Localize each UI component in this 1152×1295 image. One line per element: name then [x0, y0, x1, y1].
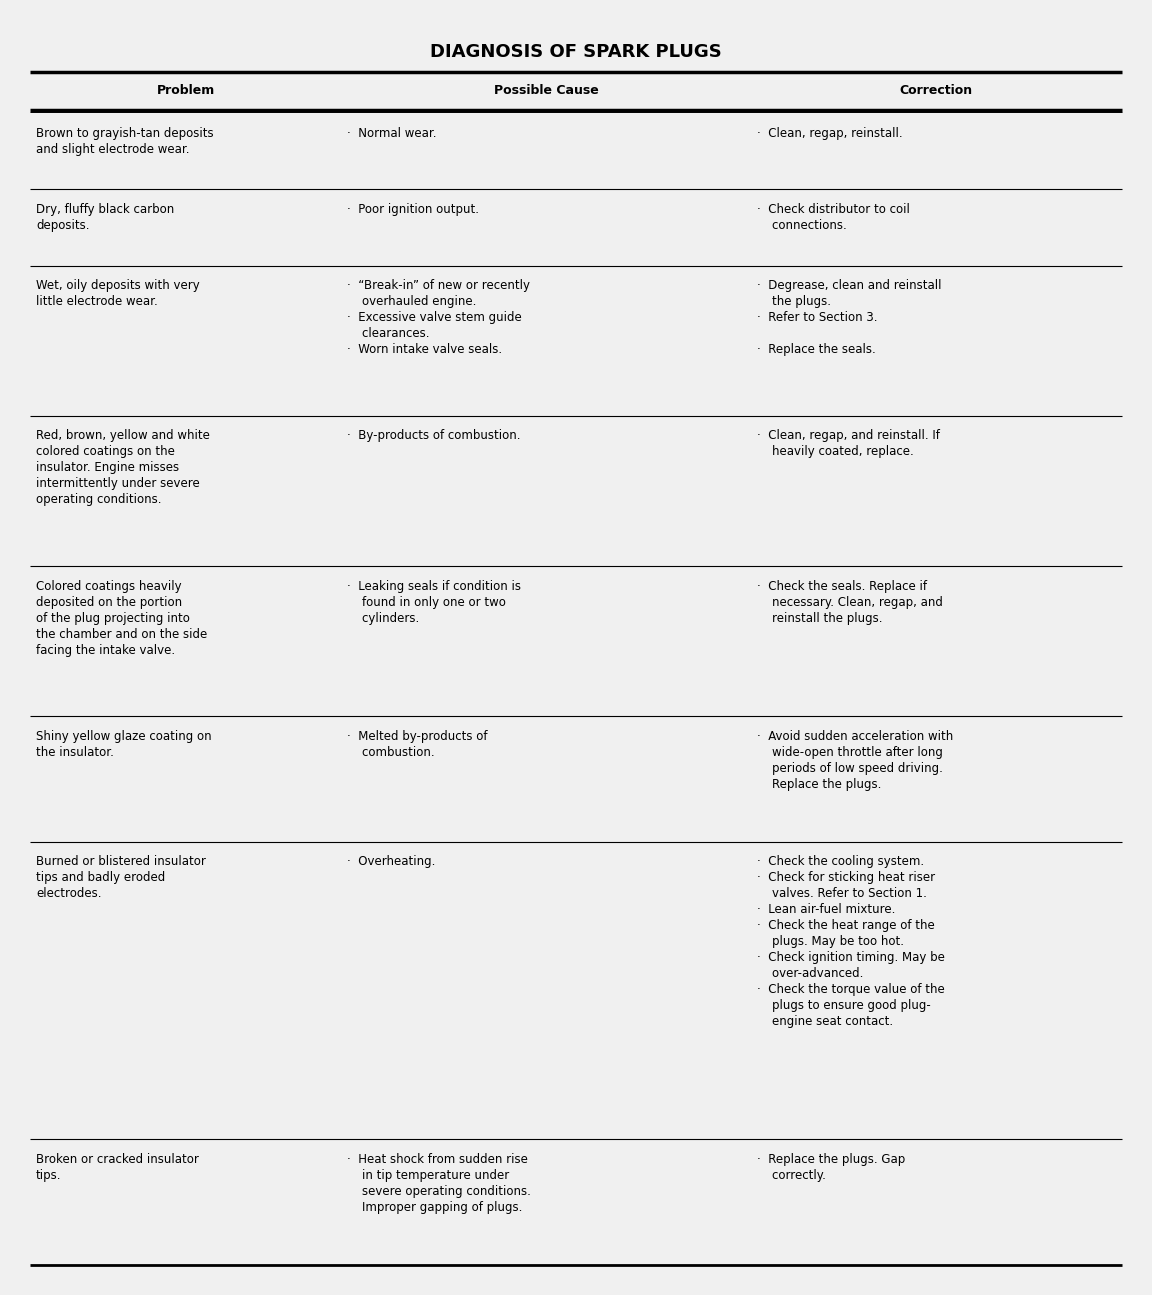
Text: ·  Leaking seals if condition is
    found in only one or two
    cylinders.: · Leaking seals if condition is found in…	[347, 580, 521, 624]
Text: ·  “Break-in” of new or recently
    overhauled engine.
·  Excessive valve stem : · “Break-in” of new or recently overhaul…	[347, 280, 530, 356]
Text: Shiny yellow glaze coating on
the insulator.: Shiny yellow glaze coating on the insula…	[36, 729, 212, 759]
Text: ·  Normal wear.: · Normal wear.	[347, 127, 437, 140]
Text: Dry, fluffy black carbon
deposits.: Dry, fluffy black carbon deposits.	[36, 203, 174, 232]
Text: ·  Replace the plugs. Gap
    correctly.: · Replace the plugs. Gap correctly.	[757, 1153, 905, 1182]
Text: Colored coatings heavily
deposited on the portion
of the plug projecting into
th: Colored coatings heavily deposited on th…	[36, 580, 207, 657]
Text: Broken or cracked insulator
tips.: Broken or cracked insulator tips.	[36, 1153, 199, 1182]
Text: ·  Clean, regap, reinstall.: · Clean, regap, reinstall.	[757, 127, 902, 140]
Text: ·  Heat shock from sudden rise
    in tip temperature under
    severe operating: · Heat shock from sudden rise in tip tem…	[347, 1153, 531, 1213]
Text: ·  Clean, regap, and reinstall. If
    heavily coated, replace.: · Clean, regap, and reinstall. If heavil…	[757, 430, 940, 458]
Text: Red, brown, yellow and white
colored coatings on the
insulator. Engine misses
in: Red, brown, yellow and white colored coa…	[36, 430, 210, 506]
Text: ·  Overheating.: · Overheating.	[347, 855, 435, 868]
Text: ·  By-products of combustion.: · By-products of combustion.	[347, 430, 521, 443]
Text: Brown to grayish-tan deposits
and slight electrode wear.: Brown to grayish-tan deposits and slight…	[36, 127, 213, 155]
Text: ·  Poor ignition output.: · Poor ignition output.	[347, 203, 479, 216]
Text: ·  Melted by-products of
    combustion.: · Melted by-products of combustion.	[347, 729, 487, 759]
Text: Correction: Correction	[900, 84, 973, 97]
Text: ·  Check the seals. Replace if
    necessary. Clean, regap, and
    reinstall th: · Check the seals. Replace if necessary.…	[757, 580, 942, 624]
Text: DIAGNOSIS OF SPARK PLUGS: DIAGNOSIS OF SPARK PLUGS	[430, 43, 722, 61]
Text: ·  Avoid sudden acceleration with
    wide-open throttle after long
    periods : · Avoid sudden acceleration with wide-op…	[757, 729, 953, 791]
Text: Wet, oily deposits with very
little electrode wear.: Wet, oily deposits with very little elec…	[36, 280, 199, 308]
Text: Possible Cause: Possible Cause	[493, 84, 598, 97]
Text: ·  Check distributor to coil
    connections.: · Check distributor to coil connections.	[757, 203, 910, 232]
Text: Burned or blistered insulator
tips and badly eroded
electrodes.: Burned or blistered insulator tips and b…	[36, 855, 206, 900]
Text: Problem: Problem	[157, 84, 214, 97]
Text: ·  Degrease, clean and reinstall
    the plugs.
·  Refer to Section 3.

·  Repla: · Degrease, clean and reinstall the plug…	[757, 280, 941, 356]
Text: ·  Check the cooling system.
·  Check for sticking heat riser
    valves. Refer : · Check the cooling system. · Check for …	[757, 855, 945, 1028]
